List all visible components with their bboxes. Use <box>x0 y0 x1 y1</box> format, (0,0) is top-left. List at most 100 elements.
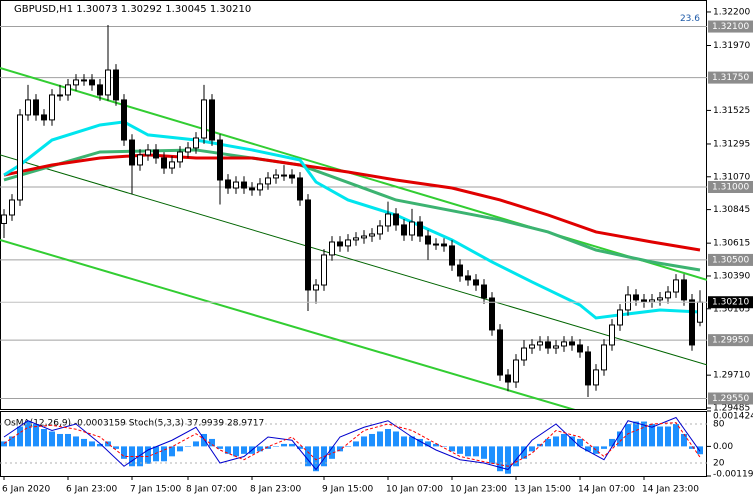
osma-bar <box>585 446 591 452</box>
x-tick-label: 6 Jan 23:00 <box>66 485 118 495</box>
osma-bar <box>337 446 343 452</box>
osma-bar <box>121 446 127 459</box>
candle-body <box>193 137 199 149</box>
x-tick-label: 14 Jan 07:00 <box>578 485 635 495</box>
sub-panel-frame <box>0 411 707 477</box>
candle-body <box>481 284 487 299</box>
candle-body <box>681 279 687 301</box>
y-tick-label: 1.29710 <box>713 371 750 381</box>
overlay-line <box>3 153 701 252</box>
osma-bar <box>225 446 231 454</box>
osma-bar <box>625 424 631 447</box>
osma-bar <box>681 433 687 447</box>
candle-body <box>529 344 535 349</box>
oscillator-title: OsMA(12,26,9) -0.0003159 Stoch(5,3,3) 37… <box>4 419 264 429</box>
overlay-line <box>3 120 701 320</box>
candle-body <box>233 181 239 189</box>
x-tick-label: 8 Jan 07:00 <box>186 485 238 495</box>
candle-body <box>153 149 159 159</box>
candle-body <box>449 245 455 266</box>
candle-body <box>553 345 559 349</box>
osma-bar <box>353 441 359 447</box>
osma-bar <box>65 433 71 447</box>
y-tick-label: 1.31070 <box>713 172 750 182</box>
candle-body <box>305 199 311 291</box>
osma-bar <box>601 446 607 449</box>
osma-bar <box>73 436 79 447</box>
osma-bar <box>161 446 167 462</box>
osma-bar <box>81 438 87 447</box>
y-tick-label: 1.31970 <box>713 41 750 51</box>
candle-body <box>217 139 223 181</box>
overlay-line <box>0 238 576 409</box>
osma-bar <box>617 431 623 447</box>
osma-bar <box>145 446 151 464</box>
y-tick-label: 1.30845 <box>713 205 750 215</box>
osma-bar <box>609 438 615 447</box>
candle-body <box>297 177 303 201</box>
osma-bar <box>177 446 183 452</box>
overlay-line <box>0 154 707 366</box>
osma-bar <box>665 426 671 447</box>
y-tick-label: 1.30390 <box>713 271 750 281</box>
osma-bar <box>97 443 103 447</box>
candle-body <box>281 174 287 177</box>
candle-body <box>369 233 375 237</box>
osma-bar <box>289 443 295 447</box>
candle-body <box>665 291 671 299</box>
x-tick-label: 7 Jan 15:00 <box>130 485 182 495</box>
candle-body <box>89 79 95 86</box>
osma-bar <box>521 446 527 459</box>
candle-body <box>57 94 63 97</box>
candle-body <box>137 154 143 166</box>
osma-tick-label: 0.00 <box>713 442 733 452</box>
osma-bar <box>529 446 535 452</box>
osma-bar <box>577 438 583 447</box>
candle-body <box>633 294 639 301</box>
candle-body <box>497 329 503 376</box>
osma-bar <box>41 428 47 447</box>
osma-bar <box>105 441 111 447</box>
stoch-tick-label: 80 <box>713 420 725 430</box>
candle-body <box>433 243 439 246</box>
candle-body <box>385 213 391 227</box>
osma-bar <box>25 421 31 447</box>
candle-body <box>417 221 423 237</box>
candle-body <box>505 374 511 383</box>
osma-bar <box>201 433 207 447</box>
osma-bar <box>137 446 143 467</box>
candle-body <box>33 99 39 116</box>
candle-body <box>649 299 655 303</box>
x-tick-label: 13 Jan 15:00 <box>514 485 571 495</box>
candle-body <box>65 84 71 96</box>
osma-bar <box>449 446 455 452</box>
candle-body <box>321 254 327 286</box>
osma-bar <box>313 446 319 472</box>
osma-bar <box>633 421 639 447</box>
candle-body <box>353 237 359 241</box>
candle-body <box>97 84 103 96</box>
level-note: 23.6 <box>680 14 700 24</box>
candle-body <box>73 79 79 86</box>
candle-body <box>345 239 351 247</box>
osma-bar <box>153 446 159 462</box>
osma-bar <box>17 426 23 447</box>
x-tick-label: 9 Jan 15:00 <box>322 485 374 495</box>
candle-body <box>457 264 463 277</box>
osma-bar <box>113 446 119 449</box>
candle-body <box>697 301 703 323</box>
osma-tick-label: -0.0011919 <box>713 470 753 480</box>
osma-bar <box>425 441 431 447</box>
candle-body <box>129 139 135 166</box>
candle-body <box>361 235 367 239</box>
osma-bar <box>697 446 703 455</box>
osma-bar <box>297 446 303 449</box>
candle-body <box>425 235 431 245</box>
candle-body <box>689 299 695 346</box>
osma-bar <box>465 446 471 457</box>
candle-body <box>513 359 519 383</box>
osma-bar <box>473 446 479 457</box>
candle-body <box>337 241 343 247</box>
candle-body <box>201 99 207 139</box>
stoch-line <box>3 416 701 471</box>
